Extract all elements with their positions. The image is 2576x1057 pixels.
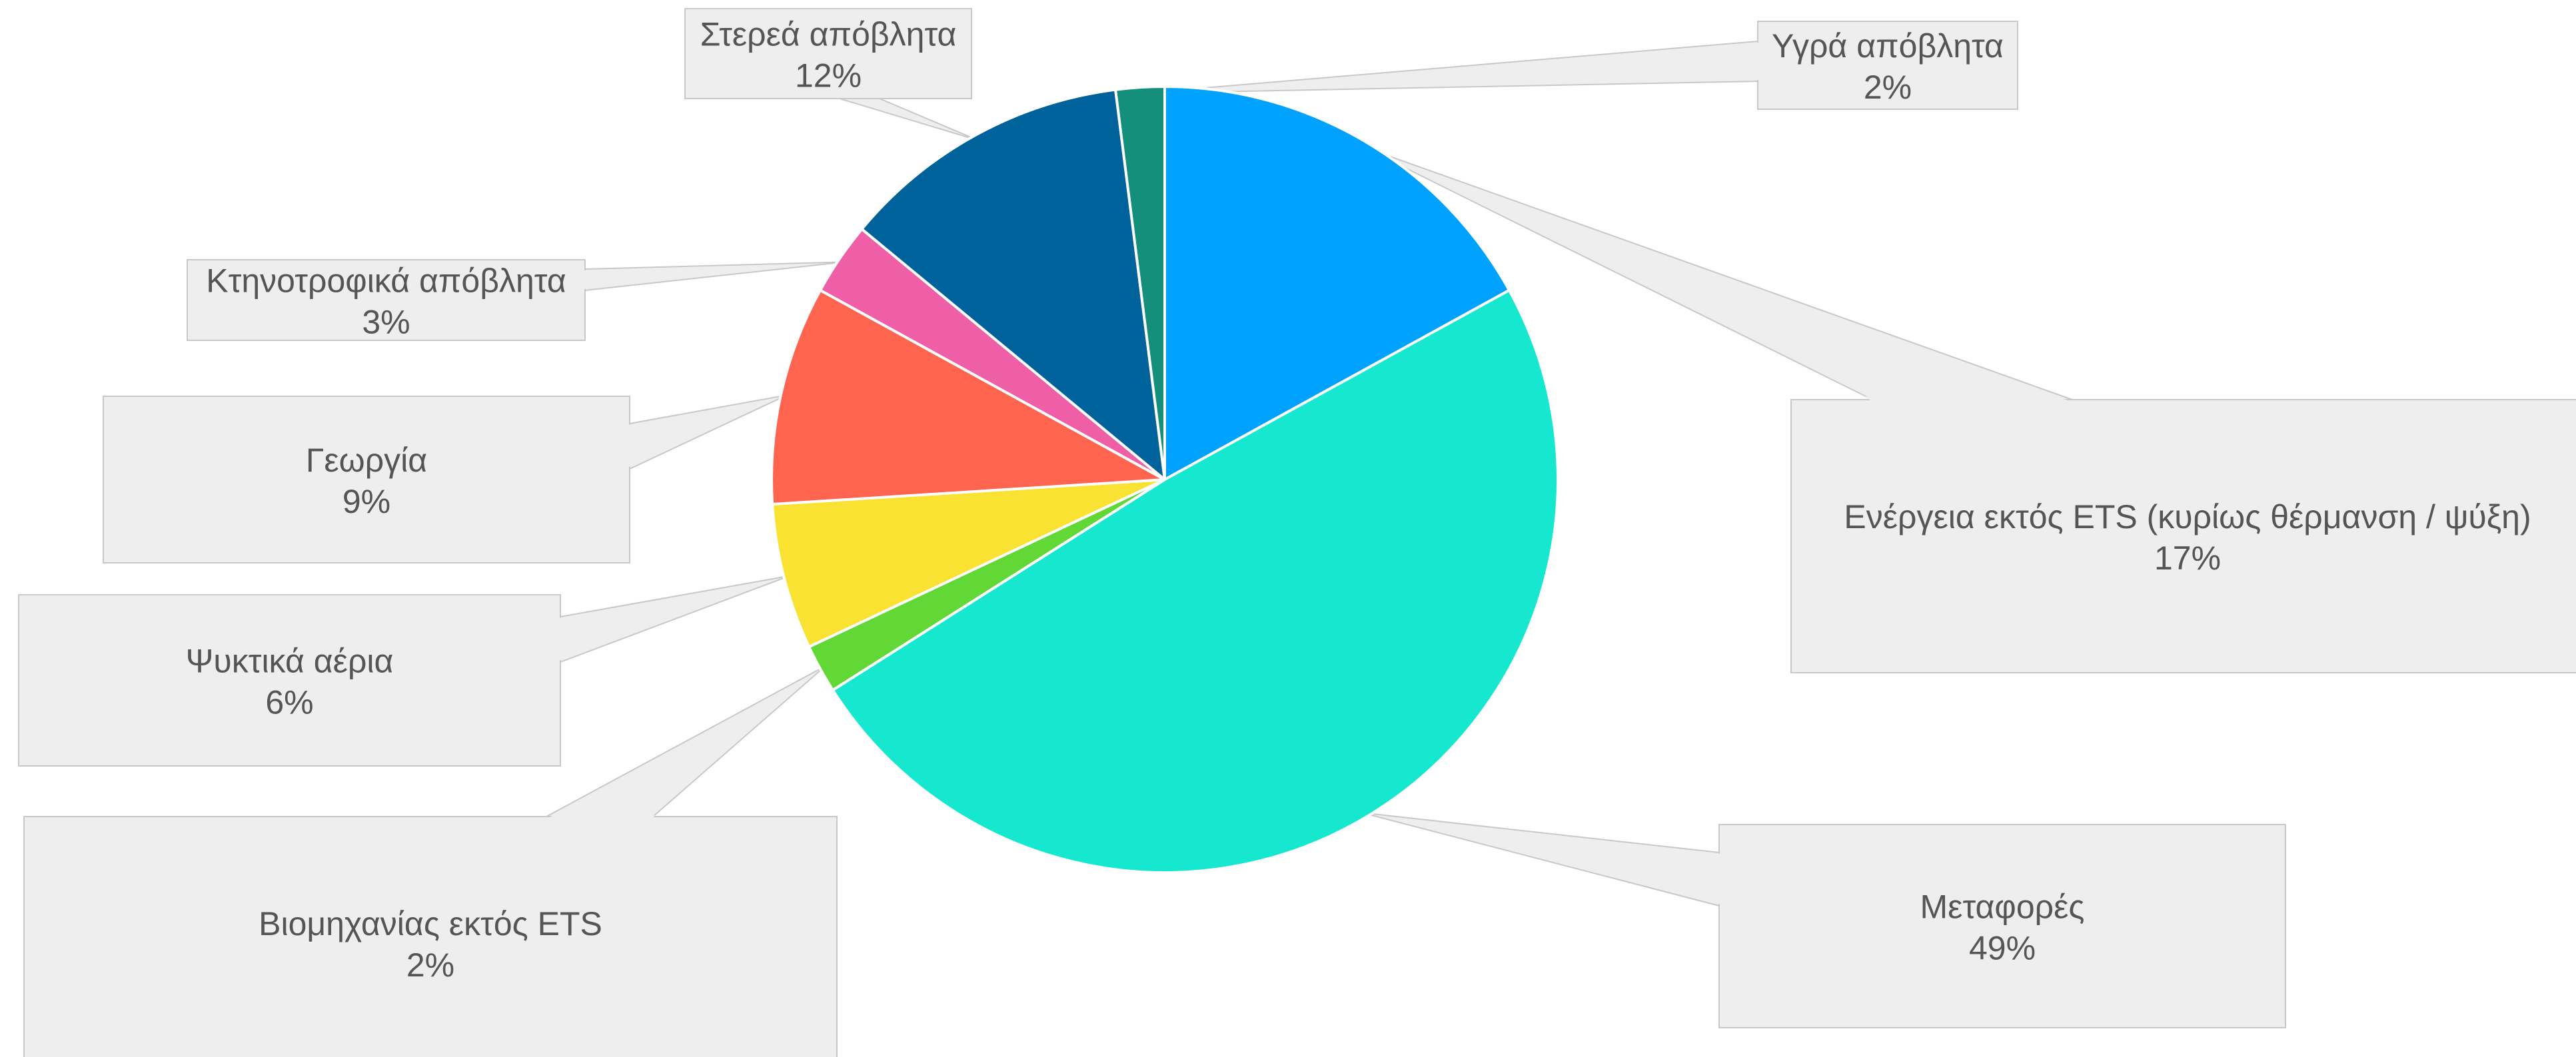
slice-6-callout-box — [187, 259, 586, 341]
slice-4-label: Ψυκτικά αέρια — [186, 643, 394, 680]
slice-5-wedge — [770, 288, 1166, 506]
callout-layer — [546, 40, 2073, 907]
slice-5-callout-pointer — [629, 394, 788, 470]
slice-8-value-label: 2% — [1864, 69, 1912, 106]
slice-3-label: Βιομηχανίας εκτός ETS — [259, 905, 602, 942]
slice-1-wedge — [1163, 85, 1511, 481]
slice-6-label: Κτηνοτροφικά απόβλητα — [206, 262, 566, 300]
slice-4-wedge — [771, 478, 1166, 649]
slice-1-value-label: 17% — [2154, 539, 2221, 577]
slice-2-label: Μεταφορές — [1920, 888, 2085, 926]
slice-5-callout-box — [103, 396, 630, 563]
slice-8-label: Υγρά απόβλητα — [1772, 27, 2004, 65]
slice-2-wedge — [831, 288, 1559, 874]
slice-5-value-label: 9% — [342, 483, 390, 520]
slice-4-callout-pointer — [560, 575, 790, 663]
slice-4-value-label: 6% — [265, 684, 313, 721]
slice-3-callout-pointer — [546, 665, 826, 817]
slice-3-callout-box — [23, 816, 838, 1057]
slice-1-callout-box — [1790, 399, 2576, 673]
slice-8-wedge — [1114, 85, 1166, 481]
slice-1-callout-seam — [1863, 396, 2071, 402]
slice-5-label: Γεωργία — [306, 442, 427, 479]
slice-2-callout-pointer — [1361, 812, 1720, 907]
slice-6-value-label: 3% — [362, 304, 410, 341]
slice-6-callout-seam — [583, 270, 588, 289]
slice-2-value-label: 49% — [1969, 930, 2036, 967]
slice-2-callout-seam — [1714, 853, 1721, 904]
slice-1-label: Ενέργεια εκτός ETS (κυρίως θέρμανση / ψύ… — [1844, 498, 2531, 535]
slice-4-callout-seam — [558, 617, 563, 661]
slice-5-callout-seam — [628, 424, 631, 468]
slice-7-callout-box — [684, 8, 972, 99]
slice-7-label: Στερεά απόβλητα — [700, 16, 957, 53]
slice-7-value-label: 12% — [795, 57, 862, 95]
slice-6-callout-pointer — [584, 261, 845, 292]
slice-8-callout-seam — [1747, 43, 1760, 81]
slice-4-callout-box — [18, 594, 561, 767]
slice-2-callout-box — [1718, 824, 2286, 1028]
slice-3-value-label: 2% — [406, 946, 454, 984]
slice-layer — [770, 85, 1559, 874]
slice-7-callout-pointer — [839, 98, 979, 141]
label-layer: Ενέργεια εκτός ETS (κυρίως θέρμανση / ψύ… — [18, 8, 2576, 1057]
slice-3-callout-seam — [548, 815, 656, 819]
slice-7-wedge — [860, 88, 1166, 481]
slice-8-callout-pointer — [1140, 40, 1758, 94]
